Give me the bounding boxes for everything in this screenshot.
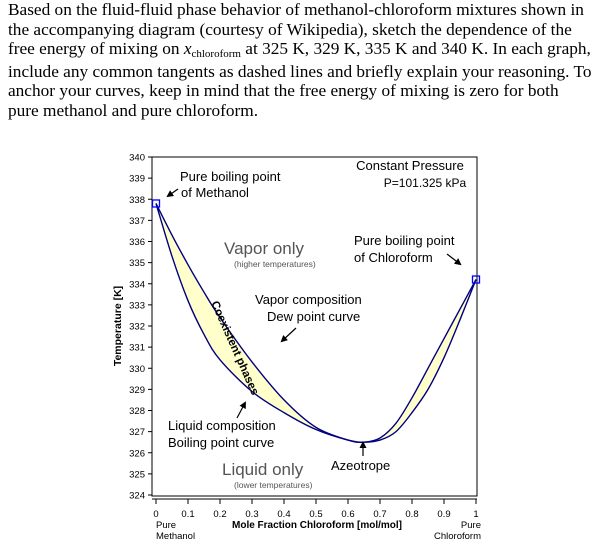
y-tick-label: 334 <box>129 279 145 290</box>
y-tick-label: 331 <box>129 343 145 354</box>
annotation-liquid-comp-1: Liquid composition <box>168 418 276 433</box>
x-tick-label: 0.1 <box>181 509 194 520</box>
arrow-boiling-point <box>236 401 246 419</box>
annotation-pure-chloroform-1: Pure boiling point <box>354 233 455 248</box>
curves <box>155 203 477 444</box>
x-tick-label: 0.4 <box>277 509 290 520</box>
y-axis-ticks: 340 339 338 337 336 335 334 333 332 331 330 329 328 3… <box>129 153 153 502</box>
annotation-pure-chloroform-2: of Chloroform <box>354 250 433 265</box>
y-tick-label: 332 <box>129 322 145 333</box>
annotation-vapor-only: Vapor only <box>224 239 305 258</box>
x-tick-label: 0.6 <box>341 509 354 520</box>
annotation-vapor-only-sub: (higher temperatures) <box>234 259 316 269</box>
end-markers <box>151 199 481 284</box>
x-tick-label: 1 <box>473 509 478 520</box>
x-tick-label: 0.2 <box>213 509 226 520</box>
y-tick-label: 328 <box>129 406 145 417</box>
y-tick-label: 337 <box>129 216 145 227</box>
y-tick-label: 324 <box>129 491 145 502</box>
pure-methanol-label-2: Methanol <box>156 531 195 542</box>
y-tick-label: 340 <box>129 153 145 164</box>
question-part3: To anchor your curves, keep in mind that… <box>8 61 592 120</box>
arrow-pure-methanol <box>166 188 179 198</box>
x-tick-label: 0.7 <box>373 509 386 520</box>
y-tick-label: 338 <box>129 195 145 206</box>
x-tick-label: 0.5 <box>309 509 322 520</box>
coexistence-fill <box>156 203 476 443</box>
y-tick-label: 336 <box>129 237 145 248</box>
annotation-pure-methanol-2: of Methanol <box>181 185 249 200</box>
boiling-point-curve <box>155 203 477 443</box>
x-tick-label: 0.3 <box>245 509 258 520</box>
arrow-dew-point <box>280 327 297 343</box>
annotation-liquid-comp-2: Boiling point curve <box>168 435 274 450</box>
question-part1: Based on the fluid-fluid phase behavior … <box>8 0 584 59</box>
y-tick-label: 325 <box>129 469 145 480</box>
arrow-pure-chloroform <box>446 253 462 266</box>
y-tick-label: 329 <box>129 385 145 396</box>
pure-component-marker <box>471 275 481 284</box>
annotation-liquid-only: Liquid only <box>222 460 304 479</box>
x-tick-label: 0.8 <box>405 509 418 520</box>
y-axis-label: Temperature [K] <box>112 286 124 366</box>
question-text: Based on the fluid-fluid phase behavior … <box>8 0 592 121</box>
annotation-liquid-only-sub: (lower temperatures) <box>234 480 313 490</box>
y-tick-label: 335 <box>129 258 145 269</box>
x-tick-label: 0 <box>153 509 158 520</box>
annotation-vapor-comp-1: Vapor composition <box>255 292 362 307</box>
chart-title: Constant Pressure <box>356 158 464 173</box>
y-tick-label: 330 <box>129 364 145 375</box>
y-tick-label: 339 <box>129 174 145 185</box>
chart-subtitle: P=101.325 kPa <box>384 176 467 190</box>
y-tick-label: 327 <box>129 427 145 438</box>
coexistence-region <box>156 203 476 443</box>
pure-chloroform-label-1: Pure <box>461 520 481 531</box>
y-tick-label: 333 <box>129 300 145 311</box>
pure-component-marker <box>151 199 161 208</box>
pure-chloroform-label-2: Chloroform <box>434 531 481 542</box>
annotation-azeotrope: Azeotrope <box>331 458 390 473</box>
question-part2: at 325 K, 329 K, 335 K and 340 K. In eac… <box>8 39 591 81</box>
annotation-pure-methanol-1: Pure boiling point <box>180 169 281 184</box>
variable-x: x <box>183 39 192 59</box>
x-axis-ticks: 0 0.1 0.2 0.3 0.4 0.5 0.6 0.7 0.8 0.9 1 <box>152 498 479 520</box>
y-tick-label: 326 <box>129 448 145 459</box>
x-axis-label: Mole Fraction Chloroform [mol/mol] <box>232 520 402 531</box>
annotation-vapor-comp-2: Dew point curve <box>267 309 360 324</box>
pure-methanol-label-1: Pure <box>156 520 176 531</box>
variable-subscript: chloroform <box>191 48 241 61</box>
x-tick-label: 0.9 <box>437 509 450 520</box>
